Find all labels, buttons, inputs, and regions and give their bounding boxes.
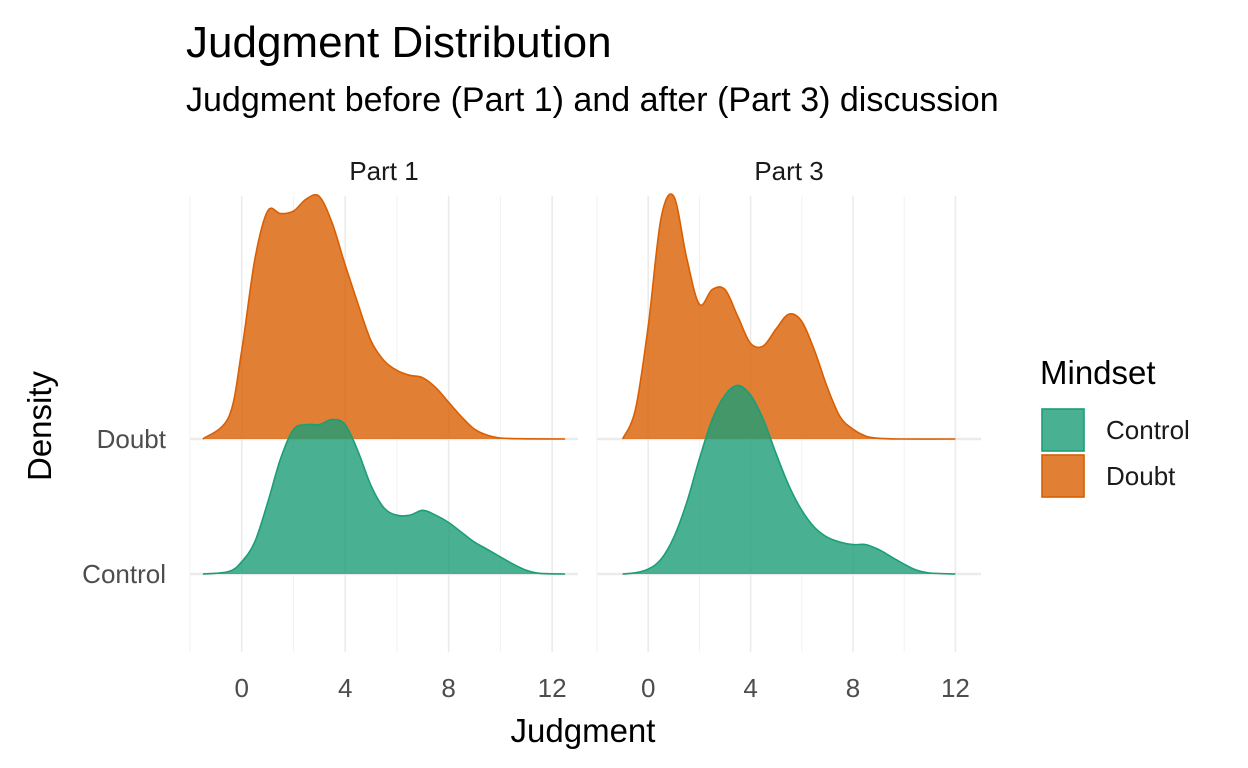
x-tick-label: 8	[846, 673, 860, 703]
chart-subtitle: Judgment before (Part 1) and after (Part…	[186, 81, 999, 119]
density-control-outline	[202, 418, 566, 575]
x-tick-label: 12	[941, 673, 970, 703]
legend-label-doubt: Doubt	[1106, 461, 1176, 491]
chart-title: Judgment Distribution	[186, 18, 612, 67]
legend: Mindset Control Doubt	[1040, 354, 1190, 498]
x-tick-label: 0	[641, 673, 655, 703]
panel-2: Part 3 0 4 8 12	[596, 156, 981, 703]
y-tick-label: Control	[82, 559, 166, 589]
x-tick-label: 4	[743, 673, 757, 703]
y-tick-label: Doubt	[97, 424, 167, 454]
legend-title: Mindset	[1040, 354, 1156, 391]
density-control-outline	[622, 384, 956, 575]
facet-label: Part 1	[349, 156, 418, 186]
legend-label-control: Control	[1106, 415, 1190, 445]
x-tick-label: 12	[538, 673, 567, 703]
legend-key-doubt	[1041, 454, 1085, 498]
facet-label: Part 3	[754, 156, 823, 186]
density-control-area	[202, 419, 566, 574]
density-control-area	[622, 385, 956, 574]
y-axis-title: Density	[21, 370, 58, 481]
density-doubt-outline	[202, 193, 566, 440]
panels: Part 1 0 4 8 12 Part 3 0 4 8 12 Control Doubt	[82, 156, 981, 703]
legend-key-control	[1041, 408, 1085, 452]
density-doubt-area	[202, 194, 566, 439]
density-doubt-area	[622, 194, 956, 440]
x-tick-label: 8	[441, 673, 455, 703]
x-tick-label: 4	[338, 673, 352, 703]
legend-keys: Control Doubt	[1041, 408, 1190, 498]
density-doubt-outline	[621, 193, 956, 440]
x-axis-title: Judgment	[511, 712, 656, 749]
x-tick-label: 0	[234, 673, 248, 703]
panel-1: Part 1 0 4 8 12	[189, 156, 578, 703]
